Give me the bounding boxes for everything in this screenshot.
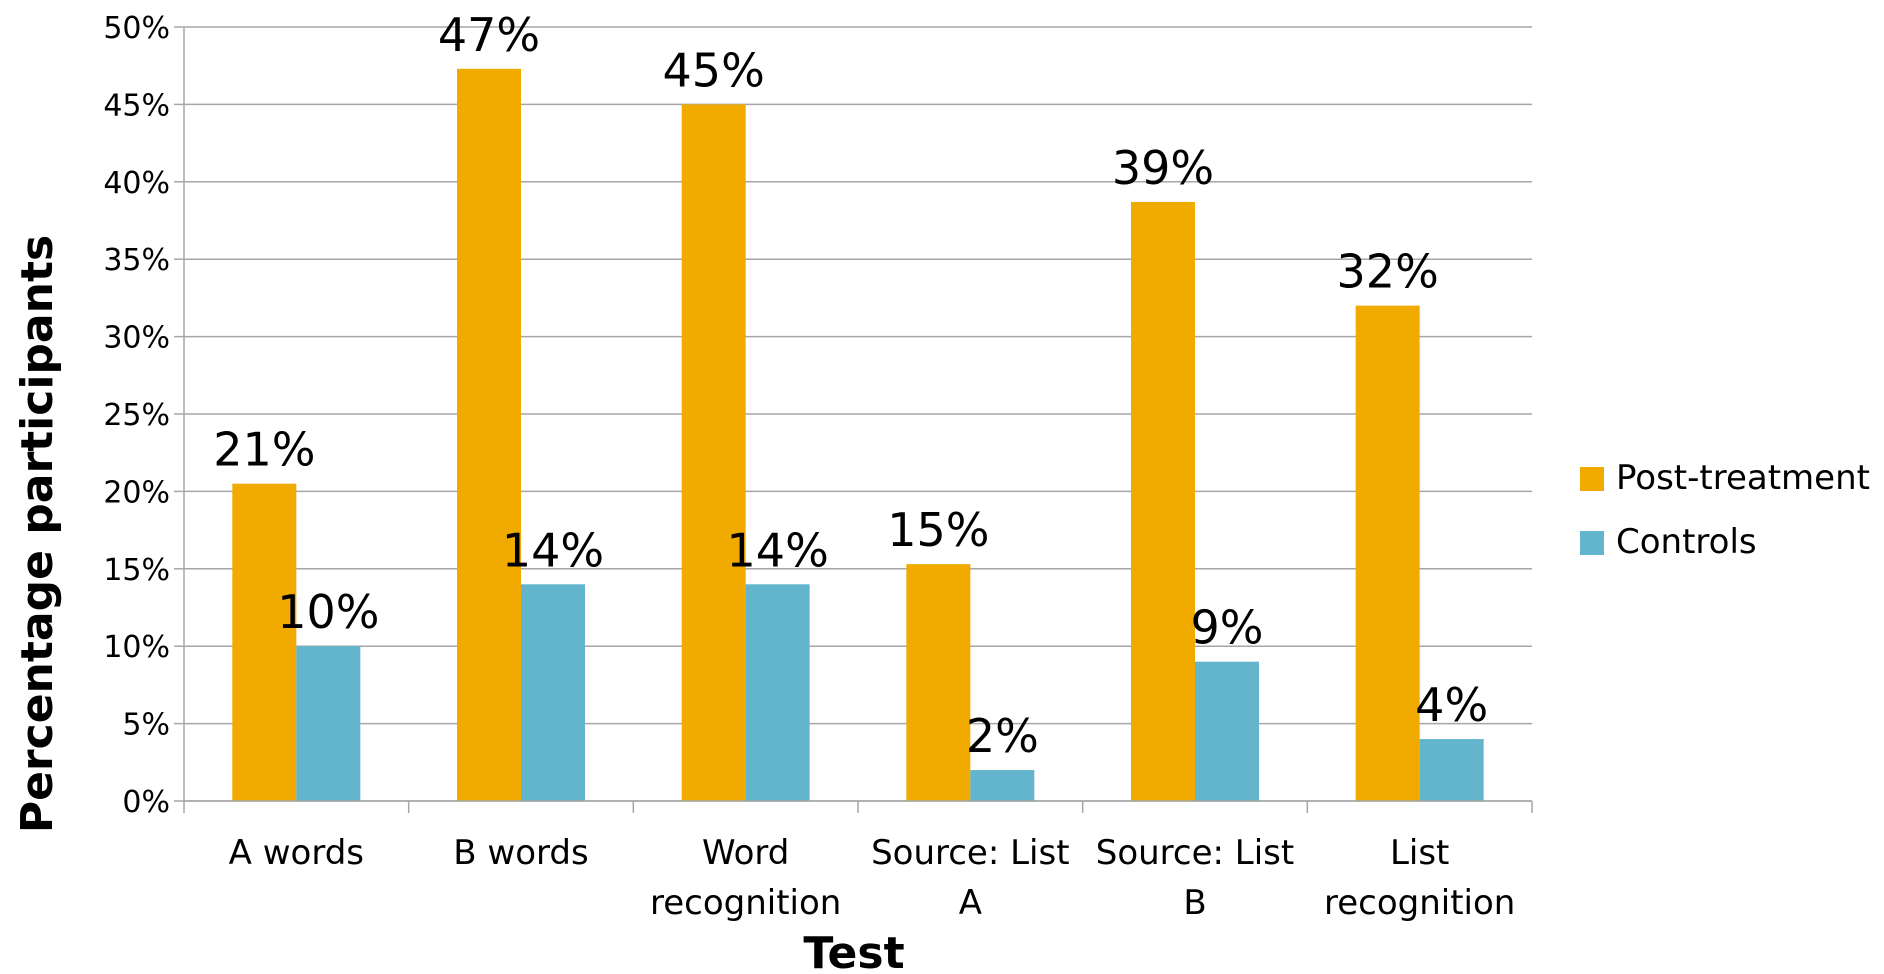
- bar-post-treatment: [1355, 305, 1420, 801]
- y-tick-label: 45%: [103, 88, 170, 123]
- data-label: 39%: [1112, 141, 1214, 195]
- data-labels: 21% 47% 45% 15% 39% 32% 10% 14% 14% 2% 9% 4%: [213, 8, 1488, 763]
- x-tick-label: Source: List A: [871, 833, 1069, 923]
- bar-post-treatment: [906, 564, 971, 801]
- bar-controls: [1419, 739, 1484, 801]
- y-tick-label: 50%: [103, 11, 170, 46]
- data-label: 4%: [1415, 678, 1488, 732]
- legend-label: Post-treatment: [1616, 458, 1870, 498]
- x-tick-label: B words: [453, 833, 588, 873]
- x-tick-label-line: B: [1183, 883, 1206, 923]
- bar-controls: [521, 584, 585, 801]
- bar-controls: [970, 770, 1035, 801]
- gridlines: [184, 26, 1532, 802]
- x-tick-label: List recognition: [1324, 833, 1515, 923]
- data-label: 47%: [438, 8, 540, 62]
- y-axis-title: Percentage participants: [12, 235, 63, 833]
- x-tick-label-line: A: [959, 883, 982, 923]
- data-label: 32%: [1337, 245, 1439, 299]
- legend-swatch: [1580, 467, 1604, 491]
- data-label: 14%: [727, 523, 829, 577]
- bar-controls: [1195, 661, 1259, 801]
- data-label: 2%: [966, 709, 1039, 763]
- data-label: 21%: [213, 423, 315, 477]
- axes: 0% 5% 10% 15% 20% 25% 30% 35% 40% 45% 50% A words B …: [103, 11, 1533, 923]
- y-tick-label: 15%: [103, 553, 170, 588]
- x-tick-label-line: Source: List: [1096, 833, 1294, 873]
- bar-post-treatment: [1131, 201, 1195, 801]
- bars: [232, 68, 1484, 801]
- x-tick-label-line: Source: List: [871, 833, 1069, 873]
- bar-post-treatment: [232, 483, 297, 801]
- x-axis-title: Test: [803, 928, 904, 974]
- x-tick-label-line: A words: [229, 833, 364, 873]
- legend-swatch: [1580, 531, 1604, 555]
- data-label: 14%: [502, 523, 604, 577]
- bar-controls: [296, 646, 361, 801]
- x-tick-label: Source: List B: [1096, 833, 1294, 923]
- x-tick-label-line: recognition: [650, 883, 841, 923]
- y-tick-label: 40%: [103, 166, 170, 201]
- y-tick-label: 25%: [103, 398, 170, 433]
- data-label: 15%: [887, 503, 989, 557]
- y-tick-label: 10%: [103, 630, 170, 665]
- bar-post-treatment: [457, 68, 521, 801]
- data-label: 10%: [277, 585, 379, 639]
- legend: Post-treatment Controls: [1580, 458, 1870, 562]
- legend-label: Controls: [1616, 522, 1757, 562]
- y-tick-label: 35%: [103, 243, 170, 278]
- x-tick-label-line: List: [1390, 833, 1449, 873]
- y-tick-label: 30%: [103, 321, 170, 356]
- y-tick-label: 5%: [122, 708, 170, 743]
- x-tick-label: A words: [229, 833, 364, 873]
- data-label: 9%: [1191, 601, 1264, 655]
- data-label: 45%: [663, 43, 765, 97]
- bar-controls: [745, 584, 810, 801]
- x-tick-label-line: Word: [702, 833, 789, 873]
- y-tick-label: 0%: [122, 785, 170, 820]
- x-tick-label-line: B words: [453, 833, 588, 873]
- bar-post-treatment: [681, 104, 746, 801]
- x-tick-label-line: recognition: [1324, 883, 1515, 923]
- x-tick-label: Word recognition: [650, 833, 841, 923]
- y-tick-label: 20%: [103, 475, 170, 510]
